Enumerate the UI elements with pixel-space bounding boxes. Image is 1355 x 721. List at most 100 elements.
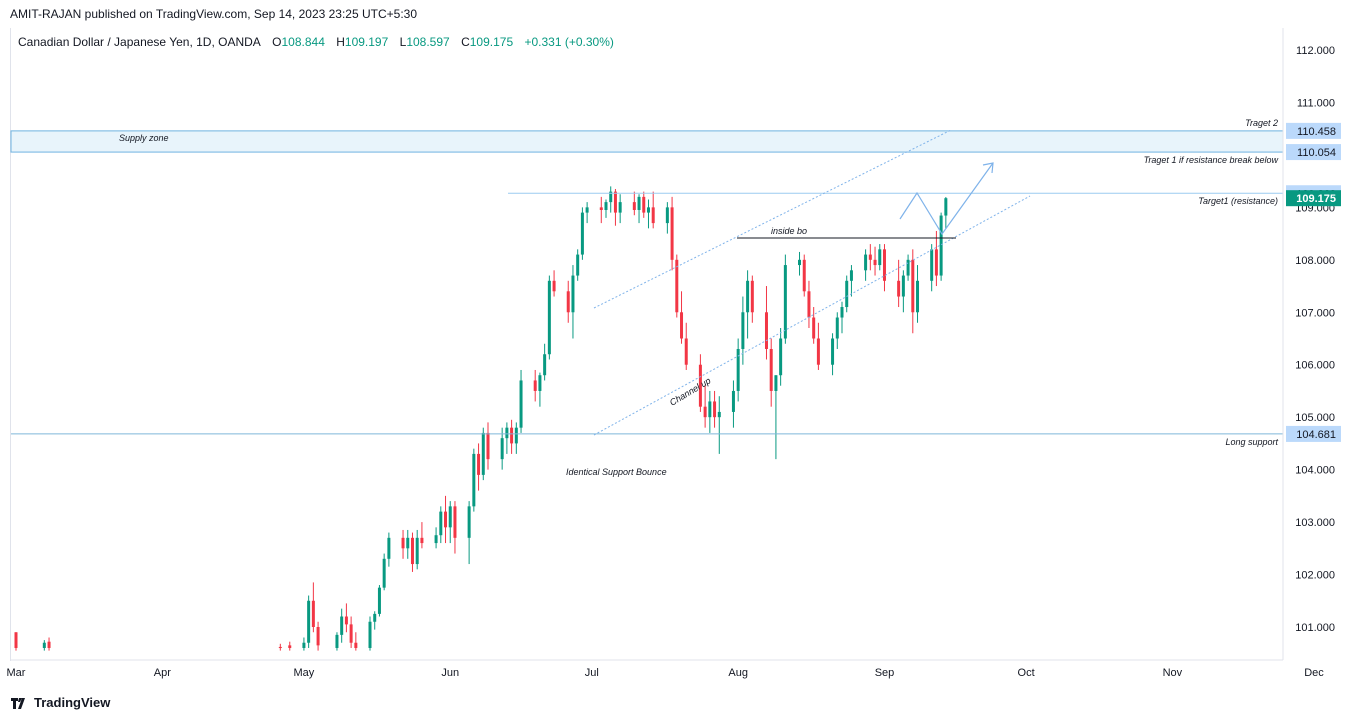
- price-tag[interactable]: [1286, 122, 1341, 139]
- candle[interactable]: [439, 506, 443, 544]
- candle[interactable]: [472, 448, 476, 512]
- candle[interactable]: [878, 244, 882, 271]
- candle[interactable]: [845, 275, 849, 313]
- candle[interactable]: [373, 611, 377, 630]
- candle[interactable]: [576, 249, 580, 281]
- candle[interactable]: [779, 328, 783, 386]
- candle[interactable]: [868, 244, 872, 271]
- supply-zone-box[interactable]: [10, 130, 1284, 153]
- candle[interactable]: [637, 194, 641, 224]
- chart-pane[interactable]: [10, 28, 1355, 661]
- candle[interactable]: [410, 532, 414, 572]
- candle[interactable]: [750, 275, 754, 323]
- candle[interactable]: [448, 501, 452, 544]
- candle[interactable]: [665, 202, 669, 234]
- candle[interactable]: [406, 529, 410, 559]
- candle[interactable]: [651, 191, 655, 229]
- candle[interactable]: [14, 632, 18, 651]
- candle[interactable]: [316, 621, 320, 651]
- candle[interactable]: [434, 527, 438, 549]
- candle[interactable]: [783, 254, 787, 344]
- candle[interactable]: [481, 427, 485, 481]
- candle[interactable]: [807, 280, 811, 329]
- candle[interactable]: [288, 641, 292, 651]
- candle[interactable]: [387, 532, 391, 567]
- candle[interactable]: [703, 385, 707, 428]
- tradingview-footer[interactable]: TradingView: [10, 695, 110, 710]
- candle[interactable]: [764, 286, 768, 360]
- candle[interactable]: [731, 380, 735, 428]
- candle[interactable]: [533, 369, 537, 402]
- candle[interactable]: [278, 643, 282, 651]
- candle[interactable]: [911, 249, 915, 334]
- candle[interactable]: [798, 251, 802, 276]
- candle[interactable]: [486, 422, 490, 470]
- current-price-tag[interactable]: [1286, 190, 1341, 207]
- candle[interactable]: [335, 632, 339, 651]
- candle[interactable]: [713, 390, 717, 428]
- candle[interactable]: [609, 186, 613, 213]
- candle[interactable]: [500, 427, 504, 470]
- candle[interactable]: [939, 212, 943, 281]
- candle[interactable]: [47, 637, 51, 651]
- candle[interactable]: [519, 369, 523, 433]
- candle[interactable]: [864, 249, 868, 281]
- candle[interactable]: [698, 354, 702, 412]
- candle[interactable]: [444, 495, 448, 544]
- candle[interactable]: [670, 196, 674, 271]
- candle[interactable]: [538, 372, 542, 407]
- candle[interactable]: [708, 390, 712, 433]
- candlestick-chart[interactable]: Supply zone Channel up inside bo Identical…: [0, 0, 1355, 690]
- candle[interactable]: [505, 422, 509, 454]
- candle[interactable]: [401, 529, 405, 559]
- candle[interactable]: [302, 637, 306, 651]
- candle[interactable]: [774, 375, 778, 460]
- candle[interactable]: [680, 291, 684, 344]
- candle[interactable]: [816, 322, 820, 370]
- candle[interactable]: [831, 333, 835, 376]
- candle[interactable]: [916, 265, 920, 323]
- candle[interactable]: [746, 270, 750, 339]
- candle[interactable]: [543, 343, 547, 381]
- candle[interactable]: [769, 338, 773, 407]
- candle[interactable]: [420, 522, 424, 549]
- candle[interactable]: [812, 307, 816, 344]
- candle[interactable]: [571, 265, 575, 339]
- candle[interactable]: [344, 603, 348, 633]
- candle[interactable]: [934, 230, 938, 287]
- candle[interactable]: [307, 595, 311, 648]
- candle[interactable]: [646, 199, 650, 229]
- candle[interactable]: [882, 244, 886, 292]
- channel-upper-line[interactable]: [593, 129, 952, 309]
- candle[interactable]: [311, 582, 315, 633]
- candle[interactable]: [835, 312, 839, 349]
- candle[interactable]: [377, 585, 381, 617]
- candle[interactable]: [566, 280, 570, 323]
- candle[interactable]: [632, 191, 636, 216]
- projection-path[interactable]: [899, 162, 994, 236]
- candle[interactable]: [930, 244, 934, 292]
- candle[interactable]: [736, 338, 740, 402]
- candle[interactable]: [901, 270, 905, 313]
- candle[interactable]: [340, 608, 344, 643]
- candle[interactable]: [477, 443, 481, 491]
- candle[interactable]: [547, 275, 551, 360]
- price-tag[interactable]: [1286, 144, 1341, 161]
- candle[interactable]: [349, 616, 353, 648]
- candle[interactable]: [415, 529, 419, 570]
- candle[interactable]: [354, 632, 358, 651]
- candle[interactable]: [552, 270, 556, 297]
- candle[interactable]: [897, 259, 901, 308]
- candle[interactable]: [585, 202, 589, 224]
- candle[interactable]: [613, 189, 617, 226]
- candle[interactable]: [642, 191, 646, 218]
- candle[interactable]: [453, 501, 457, 554]
- price-tag[interactable]: [1286, 425, 1341, 442]
- candle[interactable]: [684, 322, 688, 370]
- channel-lower-line[interactable]: [593, 195, 1031, 436]
- candle[interactable]: [510, 419, 514, 454]
- candle[interactable]: [873, 246, 877, 276]
- candle[interactable]: [802, 254, 806, 297]
- candle[interactable]: [599, 196, 603, 224]
- candle[interactable]: [42, 640, 46, 651]
